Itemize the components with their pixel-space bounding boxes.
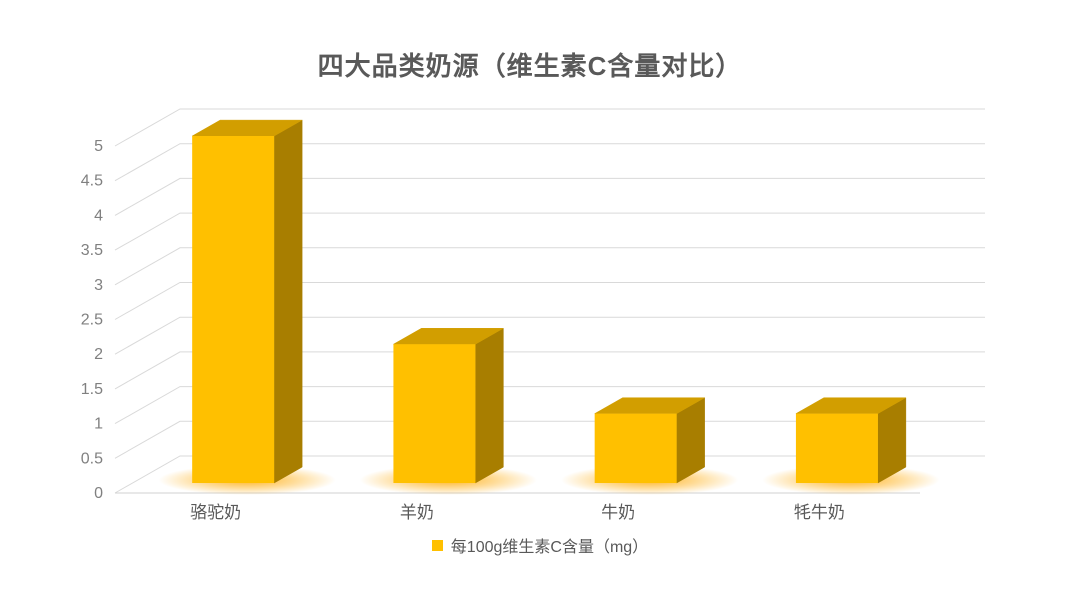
bar-front-face — [393, 344, 476, 484]
bar-front-face — [795, 413, 878, 484]
gridline — [114, 108, 985, 147]
bar-side-face — [475, 327, 504, 484]
legend-label: 每100g维生素C含量（mg） — [450, 539, 649, 556]
y-tick-label: 2.5 — [81, 312, 103, 329]
legend-swatch-icon — [431, 539, 443, 551]
y-tick-label: 0 — [94, 485, 103, 502]
chart-title: 四大品类奶源（维生素C含量对比） — [317, 51, 743, 81]
legend: 每100g维生素C含量（mg） — [0, 533, 1080, 557]
bar-3 — [762, 397, 940, 496]
bar-2 — [561, 397, 739, 496]
bar-front-face — [594, 413, 677, 484]
gridline — [114, 455, 985, 494]
gridline — [114, 316, 985, 355]
bar-1 — [359, 327, 537, 496]
gridline — [114, 177, 985, 216]
y-tick-label: 1.5 — [81, 381, 103, 398]
gridline — [114, 247, 985, 286]
y-tick-label: 4.5 — [81, 173, 103, 190]
x-axis-label: 牛奶 — [601, 503, 635, 522]
bar-0 — [158, 119, 336, 496]
x-axis-label: 骆驼奶 — [190, 503, 241, 522]
y-tick-label: 3.5 — [81, 242, 103, 259]
gridline — [114, 351, 985, 390]
bar-front-face — [192, 136, 275, 484]
x-axis-label: 羊奶 — [400, 503, 434, 522]
gridline — [114, 143, 985, 182]
y-tick-label: 5 — [94, 138, 103, 155]
gridline — [114, 282, 985, 320]
y-tick-label: 0.5 — [81, 450, 103, 467]
bar-side-face — [273, 119, 303, 484]
y-tick-label: 2 — [94, 346, 103, 363]
y-tick-label: 1 — [94, 416, 103, 433]
gridline — [114, 386, 985, 425]
gridline — [114, 212, 985, 251]
y-tick-label: 3 — [94, 277, 103, 294]
gridline — [114, 420, 985, 459]
x-axis-label: 牦牛奶 — [794, 503, 845, 522]
y-tick-label: 4 — [94, 207, 103, 224]
